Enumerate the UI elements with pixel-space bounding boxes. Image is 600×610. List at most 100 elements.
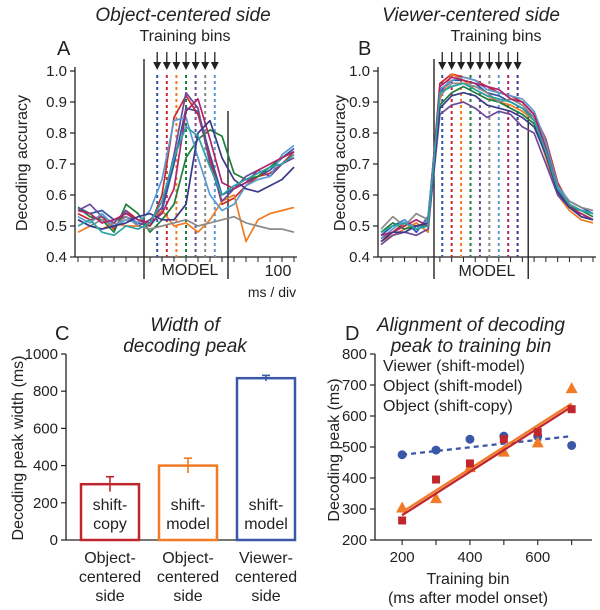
panel-c-y-tick-label: 1000 xyxy=(25,346,58,363)
panel-c-bar-inner-label: shift- xyxy=(171,497,206,514)
panel-b-series-line-s9 xyxy=(380,91,594,243)
panel-d-point-object-copy xyxy=(465,459,474,468)
panel-a-model-label: MODEL xyxy=(162,262,219,279)
panel-c-title-line1: Width of xyxy=(150,315,221,336)
panel-c-category-label: centered xyxy=(157,569,219,586)
panel-a-series-line-s10 xyxy=(77,125,295,237)
panel-d-point-object-copy xyxy=(432,475,441,484)
panel-a-y-tick-label: 0.8 xyxy=(46,125,67,142)
panel-b-series-line-s1 xyxy=(380,79,594,236)
panel-b-training-arrow-head xyxy=(438,62,447,70)
panel-c-y-label: Decoding peak width (ms) xyxy=(10,356,27,541)
panel-d-legend-entry: Object (shift-model) xyxy=(383,378,523,395)
panel-d-legend-entry: Viewer (shift-model) xyxy=(383,358,525,375)
panel-c-bar xyxy=(79,482,141,542)
panel-a-series-line-s6 xyxy=(77,215,295,234)
panel-d-point-object-model xyxy=(396,501,409,513)
panel-a-y-tick-label: 0.9 xyxy=(46,94,67,111)
panel-c-bar-inner-label: model xyxy=(166,516,210,533)
panel-b-y-tick-label: 0.6 xyxy=(349,187,370,204)
panel-b-y-tick-label: 0.8 xyxy=(349,125,370,142)
panel-a: Object-centered side A Training bins Dec… xyxy=(14,5,297,300)
panel-d-point-viewer xyxy=(397,450,407,460)
panel-c-y-tick-label: 800 xyxy=(33,383,58,400)
panel-a-training-arrow-head xyxy=(172,62,181,70)
panel-d-x-label-line1: Training bin xyxy=(426,571,509,588)
panel-c-title-line2: decoding peak xyxy=(123,336,248,357)
panel-b-y-tick-label: 0.5 xyxy=(349,218,370,235)
panel-a-training-label: Training bins xyxy=(139,28,230,45)
panel-c-y-tick-label: 0 xyxy=(50,532,58,549)
panel-a-series-line-s4 xyxy=(77,129,295,234)
panel-a-y-tick-label: 0.5 xyxy=(46,218,67,235)
panel-a-training-arrow-head xyxy=(191,62,200,70)
panel-d-fit-line xyxy=(401,402,573,514)
panel-b-series-line-s4 xyxy=(380,85,594,233)
panel-c-category-label: Object- xyxy=(84,550,136,567)
panel-b-y-tick-label: 0.7 xyxy=(349,156,370,173)
panel-b-letter: B xyxy=(358,38,371,60)
panel-d-title-line1: Alignment of decoding xyxy=(376,315,565,336)
panel-a-scale-unit: ms / div xyxy=(248,284,296,300)
panel-a-series-line-s8 xyxy=(77,98,295,224)
panel-b-y-tick-label: 0.4 xyxy=(349,249,370,266)
panel-d-y-tick-label: 600 xyxy=(342,408,367,425)
panel-b-series-line-s7 xyxy=(380,76,594,240)
panel-d-point-object-copy xyxy=(533,428,542,437)
panel-b: Viewer-centered side B Training bins Dec… xyxy=(332,5,596,280)
panel-d-point-viewer xyxy=(567,440,577,450)
panel-d-y-tick-label: 700 xyxy=(342,377,367,394)
panel-c-bar-inner-label: shift- xyxy=(93,497,128,514)
panel-d-point-viewer xyxy=(465,434,475,444)
panel-a-training-arrow-head xyxy=(182,62,190,70)
panel-b-training-arrow-head xyxy=(475,62,484,70)
panel-a-training-arrow-head xyxy=(153,62,162,70)
panel-d-x-tick-label: 400 xyxy=(457,549,482,566)
panel-d-point-object-copy xyxy=(567,405,576,414)
panel-d-y-tick-label: 800 xyxy=(342,346,367,363)
panel-b-training-arrow-head xyxy=(485,62,494,70)
panel-a-training-arrow-head xyxy=(162,62,171,70)
panel-d-x-label-line2: (ms after model onset) xyxy=(388,590,548,607)
panel-c-category-label: side xyxy=(173,588,202,605)
panel-a-y-tick-label: 0.7 xyxy=(46,156,67,173)
panel-c-y-tick-label: 200 xyxy=(33,495,58,512)
panel-d-legend-entry: Object (shift-copy) xyxy=(383,398,513,415)
panel-b-training-arrow-head xyxy=(466,62,475,70)
panel-a-y-tick-label: 0.4 xyxy=(46,249,67,266)
panel-d-y-tick-label: 300 xyxy=(342,501,367,518)
panel-b-training-arrow-head xyxy=(447,62,456,70)
panel-a-scale-value: 100 xyxy=(265,263,292,280)
panel-b-training-label: Training bins xyxy=(450,28,541,45)
panel-d-point-object-copy xyxy=(499,435,508,444)
panel-c-category-label: Object- xyxy=(162,550,214,567)
panel-c-category-label: Viewer- xyxy=(239,550,293,567)
panel-d: D Alignment of decoding peak to training… xyxy=(326,315,592,607)
panel-d-point-object-model xyxy=(430,492,443,504)
panel-d-fit-line xyxy=(401,405,573,517)
panel-c-y-tick-label: 400 xyxy=(33,458,58,475)
panel-b-y-label: Decoding accuracy xyxy=(332,95,349,231)
panel-a-y-tick-label: 1.0 xyxy=(46,63,67,80)
panel-d-x-tick-label: 600 xyxy=(525,549,550,566)
panel-d-fit-line xyxy=(401,435,572,456)
panel-c-y-tick-label: 600 xyxy=(33,420,58,437)
panel-d-y-tick-label: 200 xyxy=(342,532,367,549)
panel-a-title: Object-centered side xyxy=(95,5,270,26)
panel-b-training-arrow-head xyxy=(457,62,466,70)
panel-a-y-tick-label: 0.6 xyxy=(46,187,67,204)
panel-a-training-arrow-head xyxy=(210,62,219,70)
panel-a-series-line-s9 xyxy=(77,119,295,230)
panel-b-training-arrow-head xyxy=(494,62,503,70)
panel-c-category-label: side xyxy=(95,588,124,605)
panel-c-bar-inner-label: model xyxy=(244,516,288,533)
panel-a-training-arrow-head xyxy=(201,62,210,70)
panel-b-series-line-s8 xyxy=(380,76,594,237)
panel-c-bar-inner-label: copy xyxy=(93,516,127,533)
panel-b-series-line-s10 xyxy=(380,82,594,233)
panel-c-category-label: centered xyxy=(235,569,297,586)
panel-c: C Width of decoding peak Decoding peak w… xyxy=(10,315,297,605)
panel-d-point-viewer xyxy=(431,445,441,455)
panel-d-x-tick-label: 200 xyxy=(390,549,415,566)
